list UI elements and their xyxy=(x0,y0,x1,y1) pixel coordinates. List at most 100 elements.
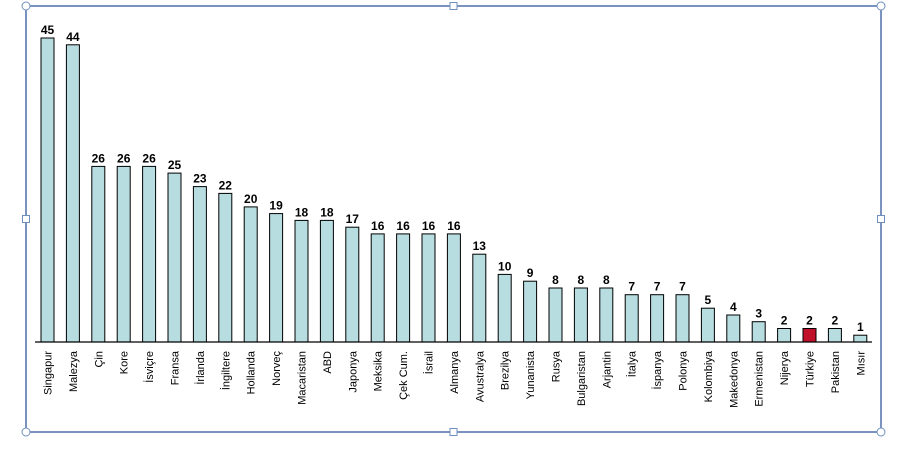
bar xyxy=(700,307,715,343)
corner-resize-handle[interactable] xyxy=(876,1,886,11)
bar xyxy=(218,192,233,343)
bar-value-label: 9 xyxy=(527,266,534,280)
category-tick-label: Avustralya xyxy=(474,350,486,402)
category-tick-label: Almanya xyxy=(449,350,461,394)
category-tick-label: Rusya xyxy=(551,350,563,382)
bar-value-label: 22 xyxy=(219,178,233,192)
bar-value-label: 13 xyxy=(473,239,487,253)
bar xyxy=(370,233,385,343)
bar xyxy=(65,44,80,343)
bar xyxy=(192,186,207,343)
bar-value-label: 2 xyxy=(806,314,813,328)
bar xyxy=(446,233,461,343)
category-tick-label: Nijerya xyxy=(779,350,791,385)
category-tick-label: Çek Cum. xyxy=(398,351,410,400)
bar xyxy=(243,206,258,343)
bar-value-label: 2 xyxy=(832,314,839,328)
bar xyxy=(523,280,538,343)
category-tick-label: Norveç xyxy=(271,351,283,386)
bar xyxy=(472,253,487,343)
category-tick-label: Macaristan xyxy=(297,351,309,405)
bar-value-label: 7 xyxy=(679,280,686,294)
bar-value-label: 23 xyxy=(193,172,207,186)
bar-value-label: 18 xyxy=(295,205,309,219)
bar xyxy=(573,287,588,343)
category-tick-label: İrlanda xyxy=(194,350,207,385)
category-tick-label: İsviçre xyxy=(143,351,156,383)
bar-value-label: 26 xyxy=(117,151,131,165)
category-tick-label: İtalya xyxy=(626,350,639,377)
corner-resize-handle[interactable] xyxy=(21,1,31,11)
category-labels-layer: Singapur Malezya Çin Kore İsviçre Fransa İrlan… xyxy=(43,350,868,408)
category-tick-label: Ermenistan xyxy=(754,351,766,407)
category-tick-label: Meksika xyxy=(373,350,385,391)
bar-value-label: 8 xyxy=(552,273,559,287)
bar xyxy=(142,165,157,343)
bar xyxy=(396,233,411,343)
category-tick-label: Malezya xyxy=(68,350,80,392)
bar xyxy=(802,328,817,343)
category-tick-label: Çin xyxy=(93,351,105,368)
bar xyxy=(675,294,690,343)
bar-value-label: 10 xyxy=(498,259,512,273)
category-tick-label: Yunanista xyxy=(525,350,537,399)
bar-value-label: 18 xyxy=(320,205,334,219)
bar-value-label: 17 xyxy=(346,212,360,226)
bar-value-label: 16 xyxy=(396,219,410,233)
category-tick-label: Polonya xyxy=(678,350,690,391)
bar xyxy=(650,294,665,343)
bar xyxy=(726,314,741,343)
bar-value-label: 7 xyxy=(628,280,635,294)
bar xyxy=(751,321,766,343)
bar xyxy=(599,287,614,343)
edge-resize-handle[interactable] xyxy=(877,215,885,223)
bar-value-label: 3 xyxy=(755,307,762,321)
bar-value-label: 5 xyxy=(705,293,712,307)
category-tick-label: İngiltere xyxy=(219,351,232,390)
bar-value-label: 25 xyxy=(168,158,182,172)
category-tick-label: Fransa xyxy=(170,350,182,385)
category-tick-label: Brezilya xyxy=(500,350,512,390)
bar-value-label: 2 xyxy=(781,314,788,328)
bar xyxy=(548,287,563,343)
category-tick-label: Mısır xyxy=(855,351,867,376)
bar-value-label: 8 xyxy=(578,273,585,287)
edge-resize-handle[interactable] xyxy=(22,215,30,223)
category-tick-label: Singapur xyxy=(43,351,55,395)
bar xyxy=(91,165,106,343)
category-tick-label: Makedonya xyxy=(728,350,740,408)
bar xyxy=(853,334,868,343)
selection-handles[interactable] xyxy=(21,1,886,437)
edge-resize-handle[interactable] xyxy=(449,2,458,10)
category-tick-label: Hollanda xyxy=(246,350,258,394)
category-tick-label: İspanya xyxy=(651,350,664,389)
corner-resize-handle[interactable] xyxy=(876,427,886,437)
bar xyxy=(167,172,182,343)
bar-value-label: 8 xyxy=(603,273,610,287)
bar-value-label: 26 xyxy=(142,151,156,165)
bar xyxy=(777,328,792,343)
bar-value-label: 20 xyxy=(244,192,258,206)
bar xyxy=(116,165,131,343)
bar-value-label: 1 xyxy=(857,320,864,334)
bar xyxy=(269,213,284,343)
bar xyxy=(319,219,334,343)
category-tick-label: ABD xyxy=(322,351,334,374)
bar xyxy=(497,273,512,343)
bar xyxy=(624,294,639,343)
bar-value-label: 16 xyxy=(371,219,385,233)
corner-resize-handle[interactable] xyxy=(21,427,31,437)
category-tick-label: İsrail xyxy=(423,351,436,374)
bar xyxy=(421,233,436,343)
category-tick-label: Bulgaristan xyxy=(576,351,588,406)
bar-value-label: 44 xyxy=(66,30,80,44)
bar-value-label: 45 xyxy=(41,23,55,37)
bar xyxy=(294,219,309,343)
bar xyxy=(40,37,55,343)
category-tick-label: Kore xyxy=(119,351,131,374)
category-tick-label: Türkiye xyxy=(805,351,817,387)
category-tick-label: Pakistan xyxy=(830,351,842,393)
edge-resize-handle[interactable] xyxy=(449,428,458,436)
